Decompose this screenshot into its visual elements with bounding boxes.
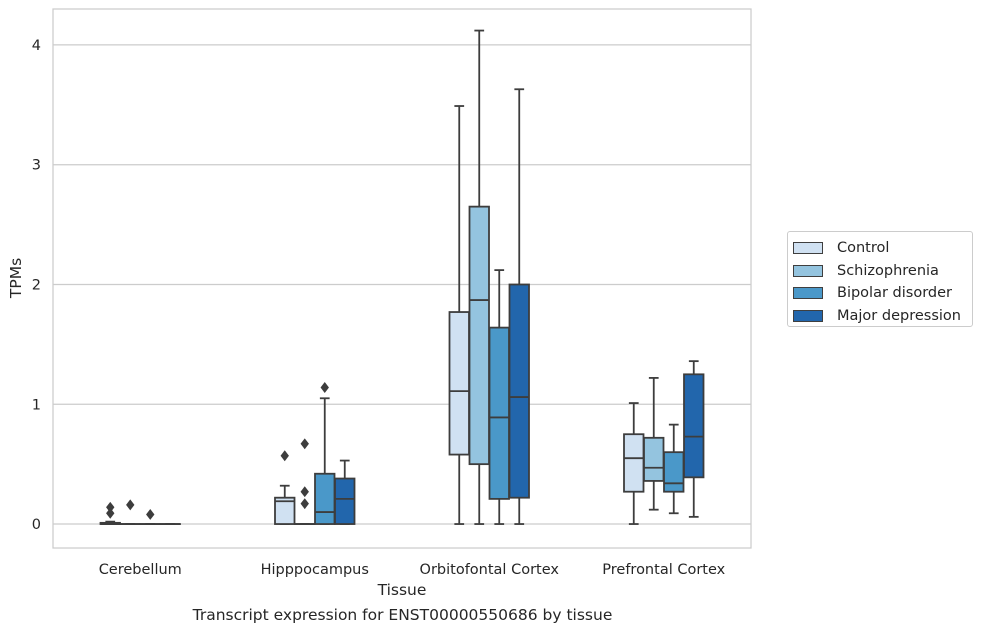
legend-item-bipolar-disorder: Bipolar disorder [793, 282, 972, 305]
box [334, 459, 356, 525]
legend-label-control: Control [837, 240, 890, 257]
outlier-point [300, 438, 309, 450]
box-body [508, 283, 530, 499]
box [99, 501, 121, 525]
box-body [643, 436, 665, 482]
box-body [314, 472, 336, 525]
outlier-point [146, 509, 155, 520]
box-body [334, 477, 356, 525]
box-body [488, 326, 510, 500]
box [314, 382, 336, 525]
outlier-point [300, 486, 309, 498]
box-body [274, 496, 296, 525]
x-tick-label: Hipppocampus [261, 562, 369, 578]
legend-item-schizophrenia: Schizophrenia [793, 260, 972, 283]
box [119, 499, 141, 525]
box-body [663, 451, 685, 493]
box [139, 509, 161, 525]
y-tick-labels: 0 1 2 3 4 [32, 38, 41, 533]
box [508, 88, 530, 525]
outlier-point [320, 382, 329, 393]
box-body [448, 311, 470, 456]
outlier-point [280, 450, 289, 462]
legend-label-schizophrenia: Schizophrenia [837, 262, 939, 279]
box [488, 269, 510, 525]
y-tick-label: 0 [32, 517, 41, 533]
legend-label-major-depression: Major depression [837, 307, 961, 324]
box [448, 105, 470, 525]
x-tick-label: Orbitofontal Cortex [420, 562, 560, 578]
outlier-point [106, 507, 115, 519]
x-axis-label: Tissue [377, 581, 427, 599]
y-tick-label: 3 [32, 158, 41, 174]
box [274, 450, 296, 525]
legend-swatch-control [793, 242, 823, 255]
legend-swatch-schizophrenia [793, 264, 823, 277]
legend-item-control: Control [793, 237, 972, 260]
legend-swatch-major-depression [793, 309, 823, 322]
y-tick-label: 4 [32, 38, 41, 54]
box [683, 360, 705, 518]
box [468, 29, 490, 525]
legend-swatch-bipolar-disorder [793, 287, 823, 300]
box-body [468, 205, 490, 466]
x-tick-label: Prefrontal Cortex [602, 562, 725, 578]
y-axis-label: TPMs [7, 258, 25, 299]
legend: Control Schizophrenia Bipolar disorder M… [787, 231, 973, 327]
box [663, 423, 685, 515]
box-body [683, 373, 705, 479]
y-tick-label: 1 [32, 397, 41, 413]
box [623, 402, 645, 525]
chart-caption: Transcript expression for ENST0000055068… [192, 606, 613, 624]
box-body [623, 433, 645, 493]
box [643, 377, 665, 511]
legend-item-major-depression: Major depression [793, 305, 972, 328]
outlier-point [126, 499, 135, 511]
outlier-point [300, 498, 309, 510]
box-layer [99, 29, 705, 525]
x-tick-labels: Cerebellum Hipppocampus Orbitofontal Corte… [99, 562, 726, 578]
y-tick-label: 2 [32, 277, 41, 293]
x-tick-label: Cerebellum [99, 562, 182, 578]
legend-label-bipolar-disorder: Bipolar disorder [837, 285, 952, 302]
outlier-point [106, 501, 115, 513]
plot-frame [52, 8, 752, 549]
box [294, 438, 316, 525]
